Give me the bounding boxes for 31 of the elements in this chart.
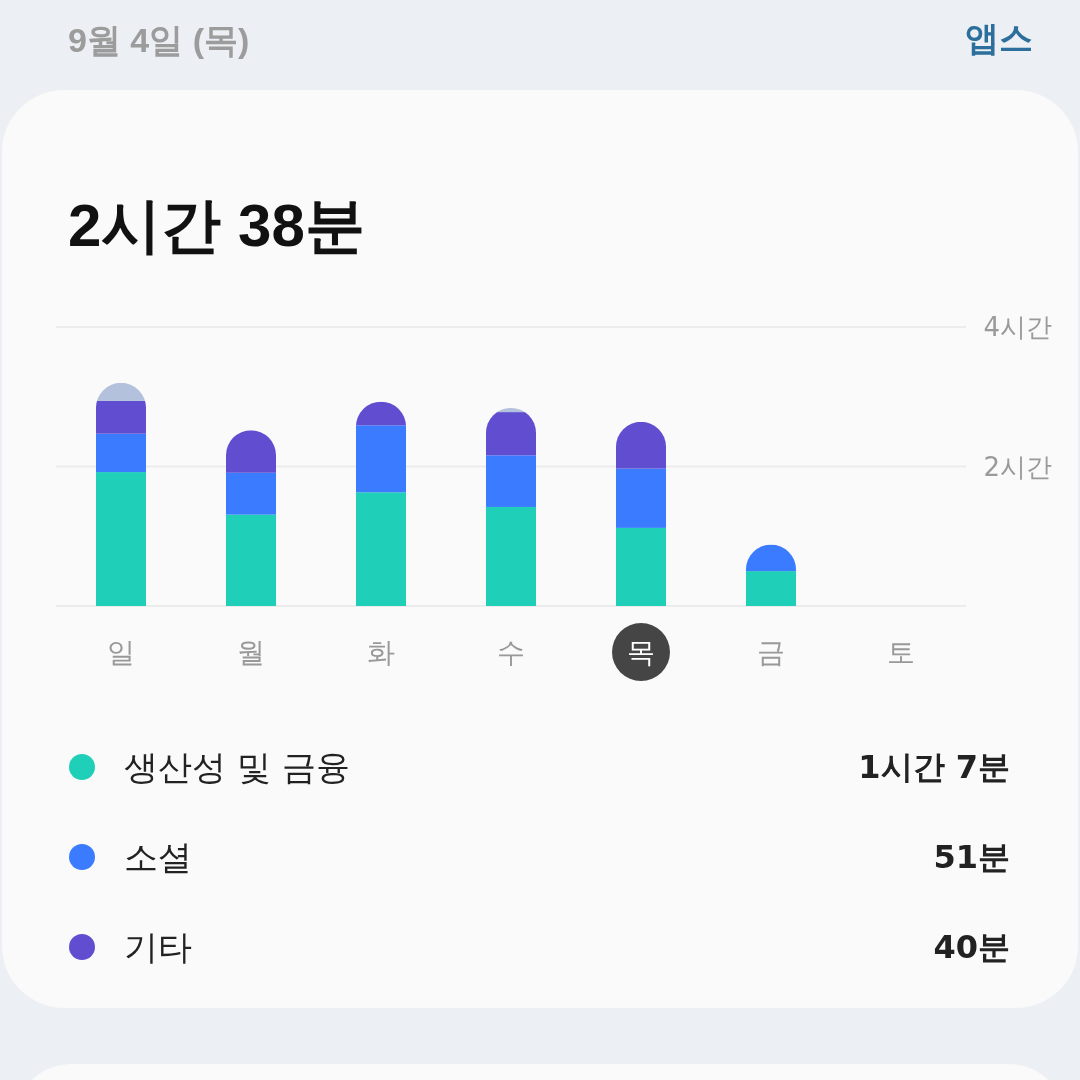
bar — [485, 506, 537, 606]
text: 40분 — [933, 928, 1010, 967]
bar — [745, 571, 797, 606]
x-tick-label: 금 — [757, 635, 785, 669]
legend-label: 생산성 및 금융 — [124, 746, 350, 787]
bar — [225, 472, 277, 515]
bar — [615, 468, 667, 528]
y-tick-label: 4시간 — [983, 312, 1052, 343]
x-tick-label: 화 — [367, 635, 395, 669]
x-tick-label: 수 — [497, 635, 525, 669]
chart-title: 2시간 38분 — [68, 192, 365, 259]
x-tick-label: 일 — [107, 635, 135, 669]
bar — [95, 400, 147, 434]
bar — [615, 527, 667, 606]
bar — [95, 433, 147, 473]
text: 51분 — [933, 838, 1010, 877]
bar — [95, 472, 147, 606]
bar — [485, 455, 537, 507]
text: 앱스 — [965, 18, 1033, 58]
x-tick-label: 목 — [627, 635, 655, 669]
x-tick-label: 토 — [887, 635, 915, 669]
bar — [355, 425, 407, 493]
legend-label: 기타 — [124, 926, 192, 967]
y-tick-label: 2시간 — [983, 451, 1052, 482]
bar — [355, 492, 407, 606]
legend-label: 소셜 — [124, 836, 192, 877]
bar — [485, 412, 537, 456]
bar — [225, 514, 277, 606]
chart-subtitle: 9월 4일 (목) — [68, 21, 250, 59]
text: 1시간 7분 — [858, 748, 1010, 787]
x-tick-label: 월 — [237, 635, 265, 669]
